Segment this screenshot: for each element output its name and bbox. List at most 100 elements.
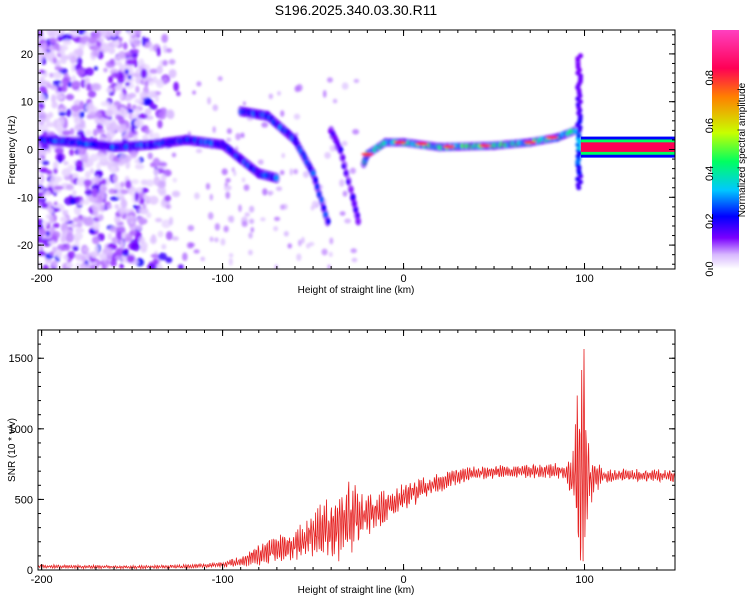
heatmap-noise-cell: [123, 248, 129, 254]
snr-plot-area: [38, 330, 675, 570]
heatmap-noise-cell: [86, 114, 93, 120]
heatmap-noise-cell: [45, 30, 52, 35]
heatmap-noise-cell: [53, 185, 64, 190]
heatmap-noise-cell: [105, 88, 113, 93]
heatmap-noise-cell: [118, 189, 129, 195]
colorbar-tick-label: 0.8: [704, 70, 716, 85]
heatmap-noise-cell: [147, 152, 153, 160]
snr-x-tick-label: 0: [400, 574, 406, 586]
heatmap-noise-cell: [51, 259, 58, 268]
heatmap-noise-cell: [38, 118, 44, 123]
heatmap-noise-cell: [84, 76, 90, 84]
heatmap-noise-cell: [75, 223, 83, 228]
heatmap-noise-cell: [144, 80, 149, 87]
heatmap-noise-cell: [125, 82, 131, 87]
descending-trace-a-cell: [326, 218, 331, 225]
heatmap-noise-cell: [51, 94, 56, 104]
heatmap-noise-cell: [241, 220, 248, 228]
heatmap-noise-cell: [39, 124, 49, 133]
heatmap-noise-cell: [50, 84, 57, 90]
heatmap-noise-cell: [119, 238, 125, 249]
heatmap-noise-cell: [108, 47, 116, 55]
heatmap-noise-cell: [114, 255, 121, 260]
heatmap-noise-cell: [120, 199, 128, 209]
heatmap-noise-cell: [45, 231, 50, 237]
heatmap-noise-cell: [214, 223, 221, 231]
descending-trace-b-cell: [338, 147, 344, 153]
snr-series-line: [38, 348, 675, 570]
heatmap-noise-cell: [120, 181, 125, 188]
heatmap-noise-cell: [89, 228, 96, 234]
heatmap-noise-cell: [132, 41, 141, 47]
heatmap-noise-cell: [214, 237, 219, 243]
heatmap-noise-cell: [91, 187, 99, 198]
heatmap-noise-cell: [132, 72, 140, 78]
heatmap-noise-cell: [49, 251, 55, 256]
heatmap-noise-cell: [59, 45, 65, 55]
heatmap-noise-cell: [195, 148, 203, 154]
heatmap-noise-cell: [93, 66, 99, 71]
heatmap-noise-cell: [145, 212, 152, 219]
heatmap-noise-cell: [171, 152, 177, 158]
heatmap-noise-cell: [168, 59, 176, 65]
heatmap-noise-cell: [165, 48, 173, 53]
heatmap-noise-cell: [94, 110, 103, 119]
heatmap-noise-cell: [94, 116, 100, 124]
heatmap-noise-cell: [83, 216, 94, 227]
spectrogram-y-tick-label: 10: [21, 97, 33, 109]
heatmap-noise-cell: [221, 168, 228, 176]
heatmap-noise-cell: [63, 161, 69, 166]
heatmap-noise-cell: [87, 260, 97, 267]
heatmap-noise-cell: [293, 168, 299, 175]
heatmap-noise-cell: [176, 91, 181, 97]
heatmap-noise-cell: [165, 231, 173, 241]
heatmap-noise-cell: [165, 109, 175, 119]
heatmap-noise-cell: [142, 96, 152, 106]
heatmap-noise-cell: [161, 33, 169, 43]
heatmap-noise-cell: [149, 68, 159, 74]
heatmap-noise-cell: [110, 259, 117, 267]
heatmap-noise-cell: [110, 165, 118, 174]
heatmap-noise-cell: [56, 249, 63, 259]
heatmap-noise-cell: [96, 162, 102, 171]
heatmap-noise-cell: [157, 230, 164, 238]
heatmap-noise-cell: [305, 243, 311, 249]
snr-y-tick-label: 500: [15, 494, 33, 506]
heatmap-noise-cell: [38, 101, 45, 110]
heatmap-noise-cell: [344, 218, 351, 224]
spectrogram-x-tick-label: 0: [400, 273, 406, 285]
heatmap-noise-cell: [57, 153, 63, 164]
spectrogram-heatmap: [38, 30, 675, 269]
heatmap-noise-cell: [52, 71, 63, 79]
heatmap-noise-cell: [207, 212, 214, 220]
heatmap-noise-cell: [273, 216, 281, 222]
colorbar-label: Normalized spectral amplitude: [737, 82, 748, 217]
heatmap-noise-cell: [353, 78, 360, 84]
heatmap-noise-cell: [229, 215, 235, 223]
heatmap-noise-cell: [158, 110, 167, 120]
heatmap-noise-cell: [89, 167, 94, 175]
heatmap-noise-cell: [157, 186, 167, 194]
descending-trace-b-cell: [355, 212, 361, 218]
recovery-trace-peak: [442, 145, 455, 149]
colorbar-tick-label: 0.6: [704, 118, 716, 133]
heatmap-noise-cell: [338, 179, 345, 187]
colorbar-gradient: [712, 30, 739, 269]
heatmap-noise-cell: [38, 156, 43, 164]
heatmap-noise-cell: [349, 167, 356, 174]
heatmap-noise-cell: [133, 30, 142, 36]
heatmap-noise-cell: [41, 160, 50, 166]
recovery-trace-peak: [415, 142, 428, 146]
heatmap-noise-cell: [119, 91, 124, 100]
heatmap-noise-cell: [96, 152, 104, 157]
heatmap-noise-cell: [51, 101, 58, 109]
heatmap-noise-cell: [95, 175, 100, 185]
heatmap-noise-cell: [148, 90, 156, 97]
heatmap-noise-cell: [110, 72, 120, 79]
heatmap-noise-cell: [123, 42, 128, 50]
heatmap-noise-cell: [40, 202, 49, 209]
colorbar-tick-label: 0.4: [704, 166, 716, 181]
heatmap-noise-cell: [83, 153, 89, 164]
heatmap-noise-cell: [113, 174, 118, 184]
